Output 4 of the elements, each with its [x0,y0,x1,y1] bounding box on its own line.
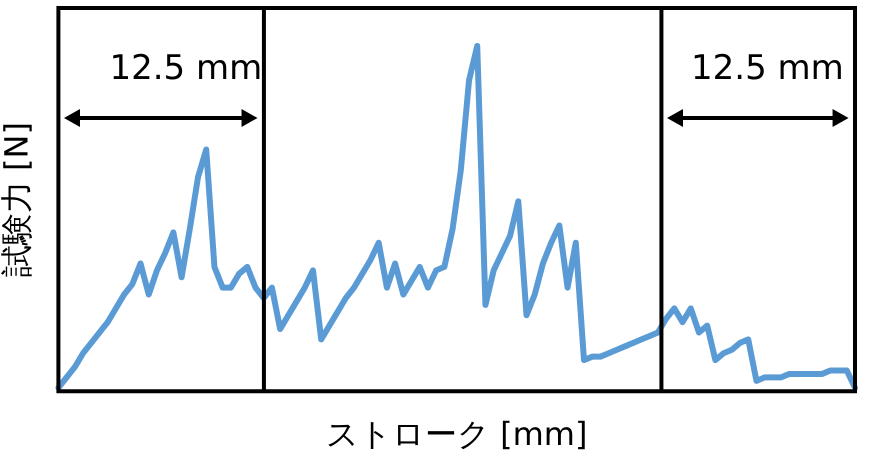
y-axis-title: 試験力 [N] [0,122,36,278]
annotation: 12.5 mm [109,48,262,88]
annotation: 12.5 mm [690,48,844,88]
x-axis-title: ストローク [mm] [326,415,588,454]
